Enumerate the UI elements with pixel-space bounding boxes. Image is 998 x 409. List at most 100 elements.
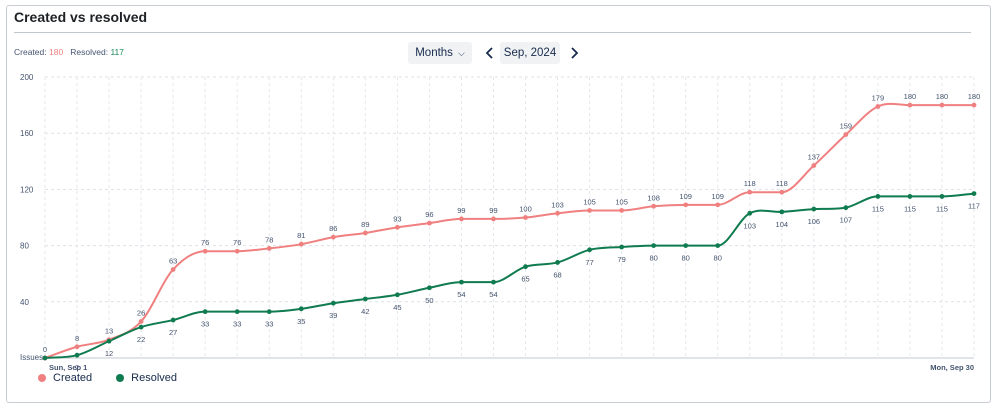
data-label-created: 81 [297,231,305,240]
data-point-created [202,248,208,254]
data-point-created [683,202,689,208]
data-point-created [330,234,336,240]
data-point-created [523,215,528,220]
data-point-created [619,208,625,213]
data-point-resolved [875,194,881,199]
data-point-resolved [266,309,272,315]
data-label-created: 78 [265,235,273,244]
data-point-resolved [907,194,913,199]
data-label-resolved: 54 [457,290,465,299]
next-period-button[interactable] [566,44,582,62]
data-point-resolved [106,338,112,344]
data-label-created: 180 [936,92,949,101]
data-label-created: 99 [489,206,497,215]
data-label-resolved: 42 [361,307,369,316]
data-point-resolved [651,243,657,249]
data-point-resolved [555,260,560,265]
data-label-created: 105 [615,197,628,206]
data-label-resolved: 33 [265,320,273,329]
period-type-dropdown[interactable]: Months ⌵ [408,42,472,64]
data-point-resolved [587,247,592,253]
y-tick-label: 40 [20,298,29,307]
data-point-resolved [939,194,945,199]
data-point-resolved [330,300,336,306]
data-point-resolved [491,279,496,285]
data-label-resolved: 50 [425,296,433,305]
data-label-resolved: 65 [521,275,529,284]
created-legend-swatch [38,374,46,382]
data-label-resolved: 104 [776,220,789,229]
data-label-created: 76 [201,238,209,247]
data-label-created: 76 [233,238,241,247]
created-total-value: 180 [48,47,64,57]
data-label-created: 118 [744,179,756,188]
data-point-resolved [459,279,464,285]
data-label-resolved: 80 [649,254,657,263]
data-point-created [74,344,80,350]
data-label-resolved: 77 [585,258,593,267]
data-point-created [715,202,721,208]
data-point-resolved [683,243,689,249]
chart-legend: Created Resolved [38,372,177,384]
y-tick-label: 120 [20,185,34,194]
data-point-created [875,104,881,109]
data-label-created: 105 [583,197,596,206]
data-point-resolved [362,296,368,302]
data-point-resolved [170,317,176,323]
legend-resolved-label: Resolved [131,372,177,384]
legend-created-label: Created [53,372,93,384]
data-label-created: 96 [425,210,433,219]
data-label-resolved: 68 [553,270,561,279]
data-label-created: 93 [393,214,401,223]
data-point-resolved [715,243,721,249]
data-label-resolved: 33 [201,320,209,329]
data-label-created: 109 [679,192,692,201]
data-label-resolved: 117 [968,202,980,211]
data-label-created: 100 [519,205,532,214]
data-point-resolved [619,244,625,250]
data-point-created [298,241,304,247]
data-label-created: 86 [329,224,337,233]
y-tick-label: 160 [20,129,34,138]
data-label-resolved: 27 [169,328,177,337]
data-label-created: 26 [137,308,145,317]
data-point-created [811,163,817,168]
data-point-resolved [234,309,240,315]
data-label-resolved: 107 [840,216,853,225]
title-divider [14,32,971,33]
data-point-created [170,267,176,272]
series-line-resolved [44,192,975,359]
data-label-resolved: 115 [936,204,948,213]
data-label-resolved: 115 [872,204,884,213]
chart-title: Created vs resolved [14,9,148,25]
data-label-created: 99 [457,206,465,215]
y-axis-label: Issues [20,353,43,362]
x-tick-label-end: Mon, Sep 30 [930,363,974,372]
data-label-resolved: 35 [297,317,305,326]
legend-item-resolved[interactable]: Resolved [116,372,177,384]
data-point-created [362,230,368,236]
data-point-resolved [74,352,80,358]
data-label-resolved: 39 [329,311,337,320]
data-label-resolved: 33 [233,320,241,329]
data-label-created: 109 [711,192,724,201]
data-point-created [587,208,592,213]
data-point-created [459,216,464,222]
prev-period-button[interactable] [482,44,498,62]
data-label-created: 159 [840,122,853,131]
data-label-resolved: 54 [489,290,497,299]
series-line-created [44,102,974,359]
data-label-created: 180 [968,92,981,101]
y-tick-label: 200 [20,73,34,82]
data-label-resolved: 115 [904,204,916,213]
legend-item-created[interactable]: Created [38,372,92,384]
data-point-resolved [427,285,432,291]
data-label-resolved: 80 [714,254,722,263]
created-total-label: Created: [14,47,47,57]
data-point-created [266,246,272,251]
data-label-created: 179 [872,94,885,103]
data-label-resolved: 103 [744,221,757,230]
data-point-resolved [202,309,208,315]
data-label-resolved: 106 [808,217,821,226]
